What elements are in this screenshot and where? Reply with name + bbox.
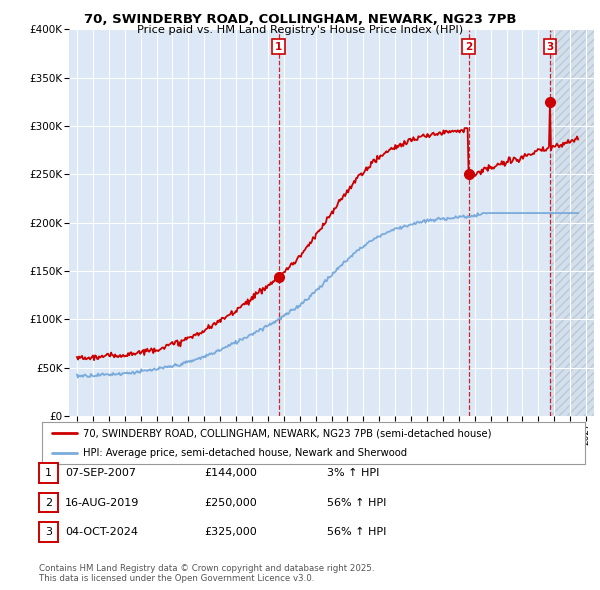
Text: £250,000: £250,000	[204, 498, 257, 507]
Text: 3% ↑ HPI: 3% ↑ HPI	[327, 468, 379, 478]
Text: 70, SWINDERBY ROAD, COLLINGHAM, NEWARK, NG23 7PB (semi-detached house): 70, SWINDERBY ROAD, COLLINGHAM, NEWARK, …	[83, 428, 491, 438]
Text: HPI: Average price, semi-detached house, Newark and Sherwood: HPI: Average price, semi-detached house,…	[83, 448, 407, 458]
Text: 56% ↑ HPI: 56% ↑ HPI	[327, 527, 386, 537]
Text: 3: 3	[547, 42, 554, 52]
Text: 1: 1	[275, 42, 283, 52]
Text: £144,000: £144,000	[204, 468, 257, 478]
Text: Contains HM Land Registry data © Crown copyright and database right 2025.
This d: Contains HM Land Registry data © Crown c…	[39, 563, 374, 583]
Text: 2: 2	[465, 42, 472, 52]
Text: 70, SWINDERBY ROAD, COLLINGHAM, NEWARK, NG23 7PB: 70, SWINDERBY ROAD, COLLINGHAM, NEWARK, …	[84, 13, 516, 26]
Text: £325,000: £325,000	[204, 527, 257, 537]
Text: 04-OCT-2024: 04-OCT-2024	[65, 527, 138, 537]
Text: 07-SEP-2007: 07-SEP-2007	[65, 468, 136, 478]
Text: 16-AUG-2019: 16-AUG-2019	[65, 498, 139, 507]
Text: 1: 1	[45, 468, 52, 478]
Text: 56% ↑ HPI: 56% ↑ HPI	[327, 498, 386, 507]
Text: 3: 3	[45, 527, 52, 537]
Text: 2: 2	[45, 498, 52, 507]
Text: Price paid vs. HM Land Registry's House Price Index (HPI): Price paid vs. HM Land Registry's House …	[137, 25, 463, 35]
